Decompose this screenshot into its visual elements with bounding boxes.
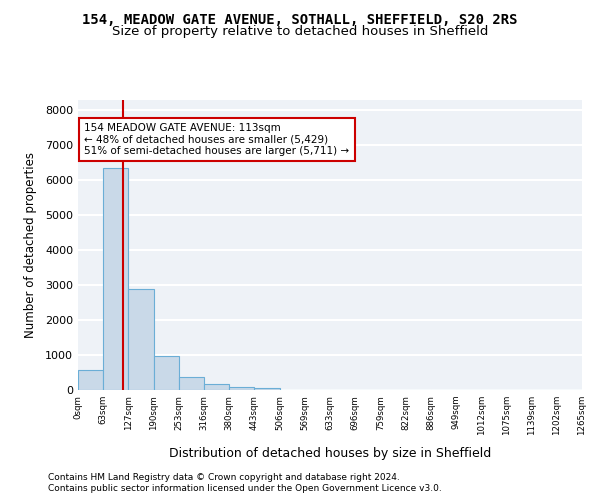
Bar <box>154 356 179 390</box>
Bar <box>204 384 229 390</box>
Text: Distribution of detached houses by size in Sheffield: Distribution of detached houses by size … <box>169 448 491 460</box>
Text: Size of property relative to detached houses in Sheffield: Size of property relative to detached ho… <box>112 25 488 38</box>
Bar <box>103 168 128 390</box>
Bar <box>128 289 154 390</box>
Y-axis label: Number of detached properties: Number of detached properties <box>23 152 37 338</box>
Bar <box>179 378 204 390</box>
Bar <box>229 386 254 390</box>
Text: 154 MEADOW GATE AVENUE: 113sqm
← 48% of detached houses are smaller (5,429)
51% : 154 MEADOW GATE AVENUE: 113sqm ← 48% of … <box>84 122 349 156</box>
Text: Contains HM Land Registry data © Crown copyright and database right 2024.: Contains HM Land Registry data © Crown c… <box>48 472 400 482</box>
Bar <box>254 388 280 390</box>
Text: 154, MEADOW GATE AVENUE, SOTHALL, SHEFFIELD, S20 2RS: 154, MEADOW GATE AVENUE, SOTHALL, SHEFFI… <box>82 12 518 26</box>
Text: Contains public sector information licensed under the Open Government Licence v3: Contains public sector information licen… <box>48 484 442 493</box>
Bar <box>78 370 103 390</box>
